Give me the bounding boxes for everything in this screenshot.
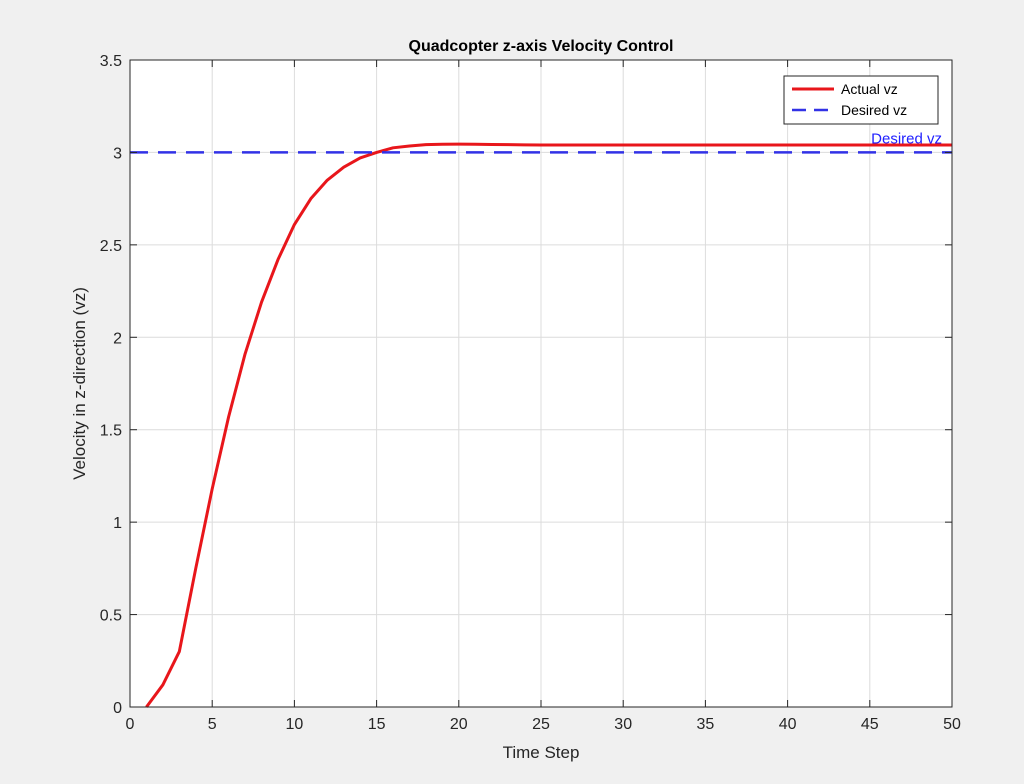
- x-tick-label: 15: [368, 716, 386, 733]
- desired-vz-annotation: Desired vz: [871, 130, 942, 147]
- y-tick-label: 0: [113, 700, 122, 717]
- y-tick-label: 2.5: [100, 238, 122, 255]
- y-tick-label: 3.5: [100, 53, 122, 70]
- x-tick-label: 35: [697, 716, 715, 733]
- x-tick-label: 25: [532, 716, 550, 733]
- legend-label: Desired vz: [841, 102, 907, 118]
- legend-box: [783, 75, 939, 125]
- annotation-layer: Desired vz: [871, 130, 942, 147]
- axis-ticks: 0 5 10 15 20 25 30 35 40 45 50 0 0.5 1 1.5 2 2.5 3 3.5: [100, 53, 961, 733]
- y-tick-label: 1.5: [100, 423, 122, 440]
- chart-title: Quadcopter z-axis Velocity Control: [409, 38, 674, 55]
- x-axis-label: Time Step: [503, 743, 580, 762]
- y-axis-label: Velocity in z-direction (vz): [70, 287, 89, 480]
- y-tick-label: 1: [113, 515, 122, 532]
- x-tick-label: 30: [614, 716, 632, 733]
- y-tick-label: 3: [113, 145, 122, 162]
- legend-label: Actual vz: [841, 81, 898, 97]
- y-tick-label: 0.5: [100, 608, 122, 625]
- y-tick-label: 2: [113, 330, 122, 347]
- legend: Actual vz Desired vz: [783, 75, 939, 125]
- x-tick-label: 5: [208, 716, 217, 733]
- x-tick-label: 10: [286, 716, 304, 733]
- actual-vz-line: [145, 142, 952, 708]
- x-tick-label: 40: [779, 716, 797, 733]
- x-tick-label: 45: [861, 716, 879, 733]
- x-tick-label: 0: [126, 716, 135, 733]
- x-tick-label: 50: [943, 716, 961, 733]
- series-layer: [130, 142, 952, 708]
- x-tick-label: 20: [450, 716, 468, 733]
